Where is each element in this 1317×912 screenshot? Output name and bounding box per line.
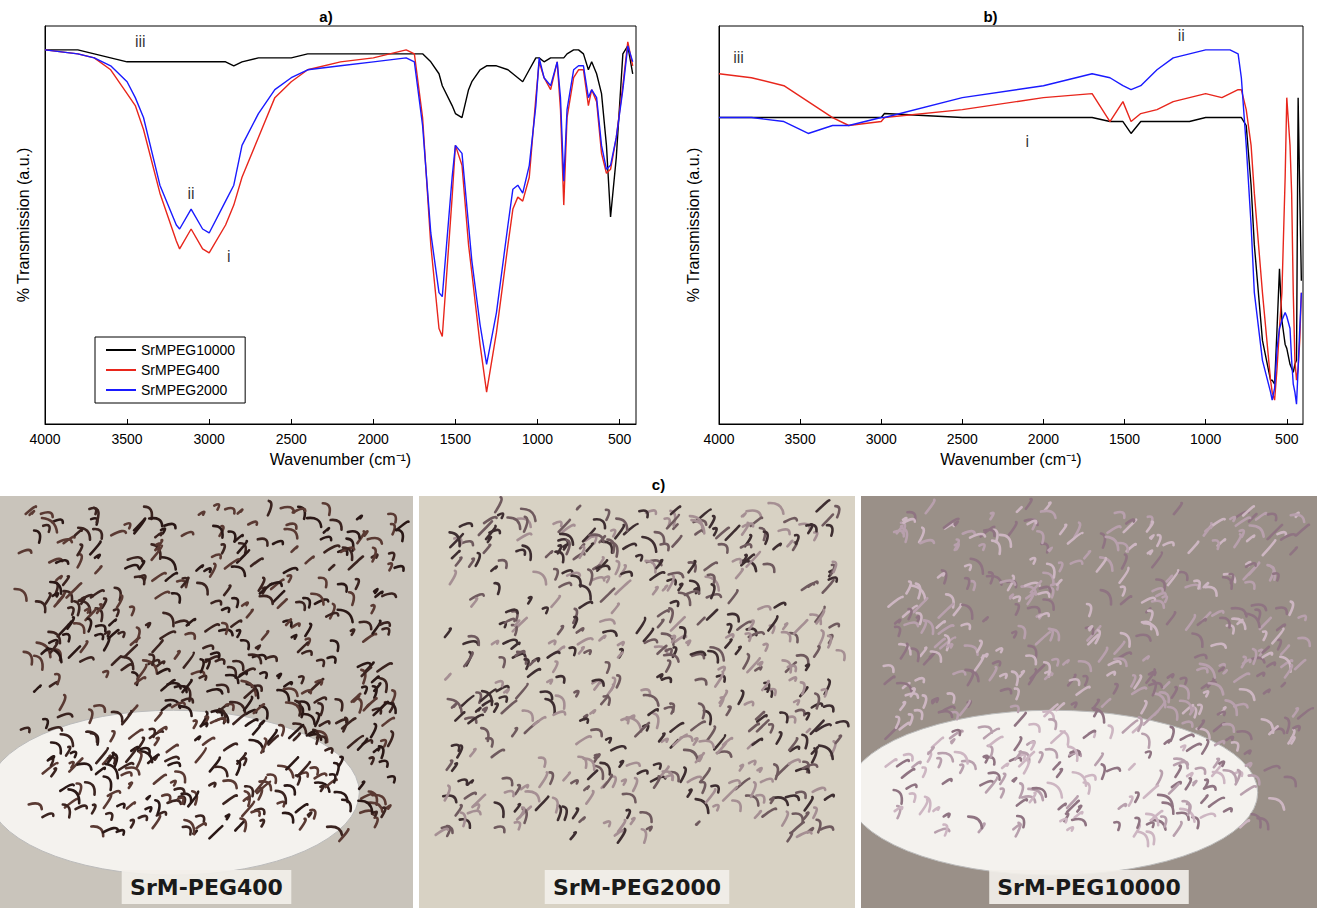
svg-text:SrMPEG10000: SrMPEG10000 (141, 342, 235, 358)
svg-text:Wavenumber (cm⁻¹): Wavenumber (cm⁻¹) (270, 451, 411, 468)
svg-text:1000: 1000 (522, 431, 553, 447)
svg-text:ii: ii (188, 185, 195, 202)
svg-text:4000: 4000 (29, 431, 60, 447)
svg-text:SrMPEG2000: SrMPEG2000 (141, 382, 228, 398)
svg-text:4000: 4000 (703, 431, 734, 447)
svg-text:1000: 1000 (1190, 431, 1221, 447)
svg-text:a): a) (319, 8, 332, 25)
svg-text:% Transmission (a.u.): % Transmission (a.u.) (685, 148, 702, 303)
svg-text:2000: 2000 (358, 431, 389, 447)
svg-text:500: 500 (1275, 431, 1299, 447)
svg-text:2000: 2000 (1028, 431, 1059, 447)
svg-text:i: i (1025, 133, 1029, 150)
svg-text:SrMPEG400: SrMPEG400 (141, 362, 220, 378)
svg-text:3000: 3000 (866, 431, 897, 447)
svg-text:ii: ii (1178, 27, 1185, 44)
svg-text:3000: 3000 (194, 431, 225, 447)
svg-text:% Transmission (a.u.): % Transmission (a.u.) (15, 148, 32, 303)
svg-text:3500: 3500 (785, 431, 816, 447)
svg-text:b): b) (983, 8, 997, 25)
svg-text:i: i (227, 248, 231, 265)
svg-text:2500: 2500 (276, 431, 307, 447)
svg-text:1500: 1500 (440, 431, 471, 447)
html-text:c): c) (651, 476, 666, 493)
svg-text:2500: 2500 (947, 431, 978, 447)
svg-text:500: 500 (608, 431, 632, 447)
svg-text:iii: iii (733, 49, 744, 66)
svg-text:SrM-PEG10000: SrM-PEG10000 (997, 875, 1180, 900)
svg-text:Wavenumber (cm⁻¹): Wavenumber (cm⁻¹) (940, 451, 1081, 468)
svg-text:SrM-PEG400: SrM-PEG400 (130, 875, 283, 900)
svg-text:iii: iii (135, 33, 146, 50)
svg-text:SrM-PEG2000: SrM-PEG2000 (553, 875, 721, 900)
svg-text:1500: 1500 (1109, 431, 1140, 447)
svg-text:3500: 3500 (112, 431, 143, 447)
